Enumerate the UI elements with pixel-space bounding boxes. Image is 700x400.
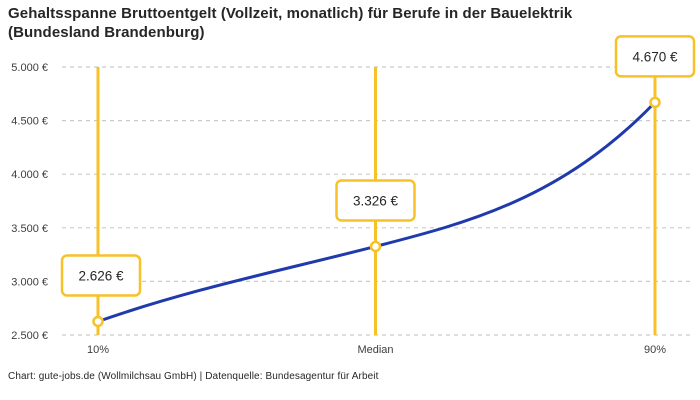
value-label-box: [614, 35, 696, 78]
y-tick-label: 4.000 €: [11, 169, 48, 181]
x-tick-label: 90%: [644, 344, 666, 356]
data-point: [369, 240, 382, 253]
chart-source-note: Chart: gute-jobs.de (Wollmilchsau GmbH) …: [8, 371, 379, 382]
data-point: [92, 315, 104, 328]
y-tick-label: 4.500 €: [11, 116, 48, 128]
x-tick-label: Median: [357, 344, 393, 356]
y-tick-label: 2.500 €: [11, 330, 48, 342]
value-label: 4.670 €: [632, 49, 678, 64]
chart-title: Gehaltsspanne Bruttoentgelt (Vollzeit, m…: [8, 5, 573, 41]
x-tick-label: 10%: [87, 344, 109, 356]
value-label: 3.326 €: [353, 193, 399, 208]
y-tick-label: 3.500 €: [11, 223, 48, 235]
value-label-box: [335, 179, 416, 222]
y-tick-label: 3.000 €: [11, 276, 48, 288]
y-tick-label: 5.000 €: [11, 62, 48, 74]
data-point: [649, 96, 661, 109]
value-label-box: [60, 254, 142, 297]
value-label: 2.626 €: [78, 268, 124, 283]
